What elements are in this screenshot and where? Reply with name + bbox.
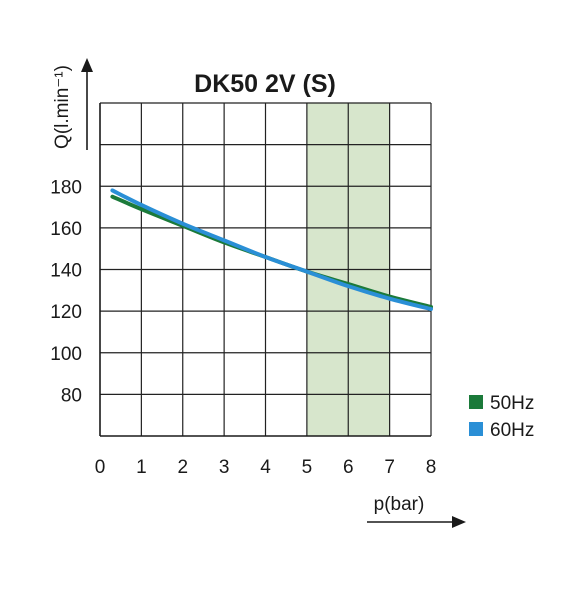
y-tick-label: 80 <box>61 385 82 406</box>
y-tick-label: 180 <box>50 177 82 198</box>
axes <box>81 58 466 528</box>
legend: 50Hz 60Hz <box>469 393 534 441</box>
x-tick-label: 5 <box>302 457 313 478</box>
x-tick-label: 3 <box>219 457 230 478</box>
x-tick-label: 8 <box>426 457 437 478</box>
x-tick-label: 2 <box>177 457 188 478</box>
tick-labels: 0 1 2 3 4 5 6 7 8 80 100 120 140 160 180 <box>50 177 436 478</box>
y-tick-label: 100 <box>50 344 82 365</box>
y-axis-label: Q(l.min⁻¹) <box>52 65 73 149</box>
y-tick-label: 120 <box>50 302 82 323</box>
series-line-60hz <box>110 188 433 312</box>
grid <box>100 102 432 436</box>
legend-swatch-60hz <box>469 422 483 436</box>
x-tick-label: 1 <box>136 457 147 478</box>
y-tick-label: 160 <box>50 219 82 240</box>
y-axis-arrowhead <box>81 58 93 72</box>
x-tick-label: 7 <box>384 457 395 478</box>
x-tick-label: 6 <box>343 457 354 478</box>
legend-swatch-50hz <box>469 395 483 409</box>
chart-title: DK50 2V (S) <box>194 70 336 98</box>
x-axis-arrowhead <box>452 516 466 528</box>
x-axis-label: p(bar) <box>374 494 425 515</box>
x-tick-label: 0 <box>95 457 106 478</box>
x-tick-label: 4 <box>260 457 271 478</box>
series-layer <box>110 188 433 312</box>
legend-label-60hz: 60Hz <box>490 420 534 441</box>
y-tick-label: 140 <box>50 261 82 282</box>
legend-label-50hz: 50Hz <box>490 393 534 414</box>
